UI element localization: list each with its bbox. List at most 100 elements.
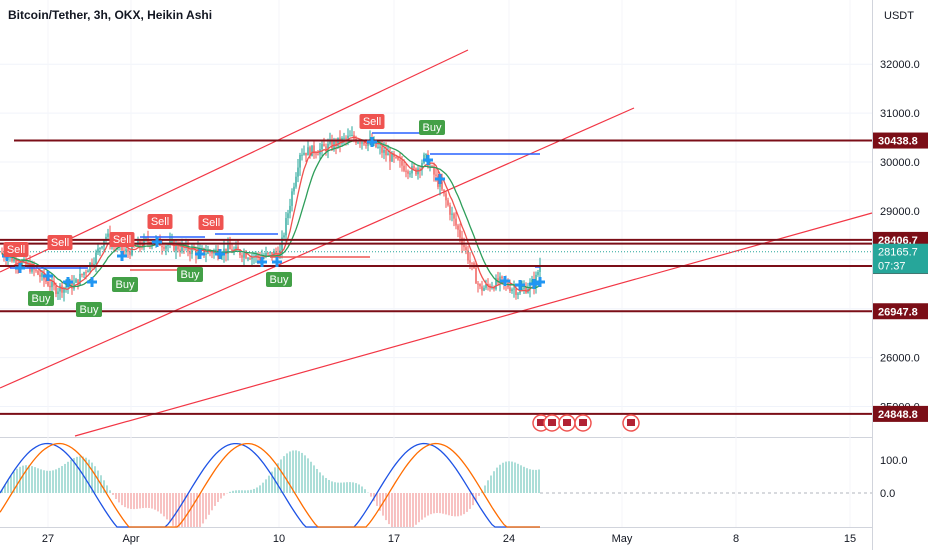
buy-signal-label: Buy xyxy=(181,269,200,281)
horizontal-levels xyxy=(0,139,872,415)
sell-signal-badge xyxy=(3,242,29,257)
buy-signal-badge xyxy=(112,277,138,292)
level-price-tag-label: 24848.8 xyxy=(878,409,918,421)
candle-body xyxy=(265,252,267,257)
us-flag-icon-body xyxy=(579,419,587,426)
price-tick-label: 30000.0 xyxy=(880,157,920,169)
cross-marker xyxy=(272,257,282,267)
candle-body xyxy=(531,279,533,283)
sell-signal-badge xyxy=(109,232,135,247)
trend-line xyxy=(74,212,873,437)
candle-body xyxy=(189,251,191,255)
cross-marker xyxy=(535,277,545,287)
candle-body xyxy=(211,252,213,254)
candle-body xyxy=(513,288,515,290)
candle-body xyxy=(407,171,409,174)
current-price-label: 28165.7 xyxy=(878,247,918,259)
candle-body xyxy=(439,181,441,187)
candle-body xyxy=(59,285,61,292)
time-tick-label: Apr xyxy=(122,533,139,545)
candle-body xyxy=(161,245,163,248)
candle-body xyxy=(135,246,137,248)
candle-body xyxy=(251,256,253,260)
candle-body xyxy=(479,284,481,287)
candle-body xyxy=(87,270,89,273)
candle-body xyxy=(299,154,301,168)
candle-body xyxy=(167,244,169,246)
level-price-tag xyxy=(873,132,928,149)
candle-body xyxy=(519,289,521,294)
time-tick-label: May xyxy=(612,533,633,545)
candle-body xyxy=(321,144,323,150)
candle-body xyxy=(49,285,51,288)
candle-body xyxy=(11,255,13,262)
candle-body xyxy=(101,246,103,248)
candle-body xyxy=(69,281,71,287)
sell-signal-label: Sell xyxy=(363,116,381,128)
candle-body xyxy=(301,154,303,156)
candle-body xyxy=(269,252,271,254)
candle-body xyxy=(501,276,503,279)
candle-body xyxy=(271,252,273,257)
oscillator-axis: 100.0 0.0 xyxy=(880,455,908,500)
us-flag-icon-body xyxy=(537,419,545,426)
candle-body xyxy=(175,244,177,251)
cross-marker xyxy=(435,174,445,184)
oscillator-blue-line xyxy=(0,442,540,528)
sell-signal-badge xyxy=(147,214,173,229)
candle-body xyxy=(445,193,447,201)
candle-body xyxy=(13,258,15,262)
candle-body xyxy=(311,145,313,157)
candle-body xyxy=(453,213,455,219)
candle-body xyxy=(451,213,453,215)
candle-body xyxy=(345,137,347,139)
cross-marker xyxy=(423,155,433,165)
buy-signal-badge xyxy=(177,267,203,282)
candle-body xyxy=(123,250,125,252)
candle-body xyxy=(509,287,511,291)
candle-body xyxy=(107,233,109,237)
oscillator-tick-label: 0.0 xyxy=(880,488,895,500)
candle-body xyxy=(37,270,39,275)
candle-body xyxy=(163,247,165,249)
candle-body xyxy=(275,251,277,254)
time-tick-label: 17 xyxy=(388,533,400,545)
candle-body xyxy=(425,153,427,155)
sell-signal-label: Sell xyxy=(51,237,69,249)
candle-body xyxy=(343,137,345,139)
candle-body xyxy=(413,165,415,169)
candle-body xyxy=(467,250,469,261)
oscillator-pane xyxy=(0,442,872,528)
candle-body xyxy=(295,176,297,187)
candle-body xyxy=(303,152,305,155)
buy-signal-badge xyxy=(28,291,54,306)
candle-body xyxy=(63,287,65,293)
candle-body xyxy=(483,287,485,291)
candle-body xyxy=(515,288,517,295)
candle-body xyxy=(293,186,295,192)
candle-body xyxy=(443,189,445,194)
candle-body xyxy=(51,281,53,288)
cross-marker xyxy=(195,249,205,259)
oscillator-tick-label: 100.0 xyxy=(880,455,908,467)
candle-body xyxy=(517,293,519,295)
cross-marker xyxy=(63,277,73,287)
candle-body xyxy=(403,165,405,171)
candle-body xyxy=(377,146,379,148)
candle-body xyxy=(539,265,541,272)
candle-body xyxy=(305,152,307,156)
candle-body xyxy=(419,168,421,170)
candle-body xyxy=(399,159,401,161)
candle-body xyxy=(459,229,461,238)
candle-body xyxy=(33,264,35,270)
candle-body xyxy=(313,145,315,154)
candle-body xyxy=(529,282,531,289)
candle-body xyxy=(221,255,223,257)
candle-body xyxy=(433,166,435,175)
candle-body xyxy=(1,252,3,254)
candle-body xyxy=(77,279,79,285)
candle-body xyxy=(315,153,317,155)
candle-body xyxy=(387,153,389,156)
candle-body xyxy=(385,149,387,156)
candle-body xyxy=(97,248,99,253)
